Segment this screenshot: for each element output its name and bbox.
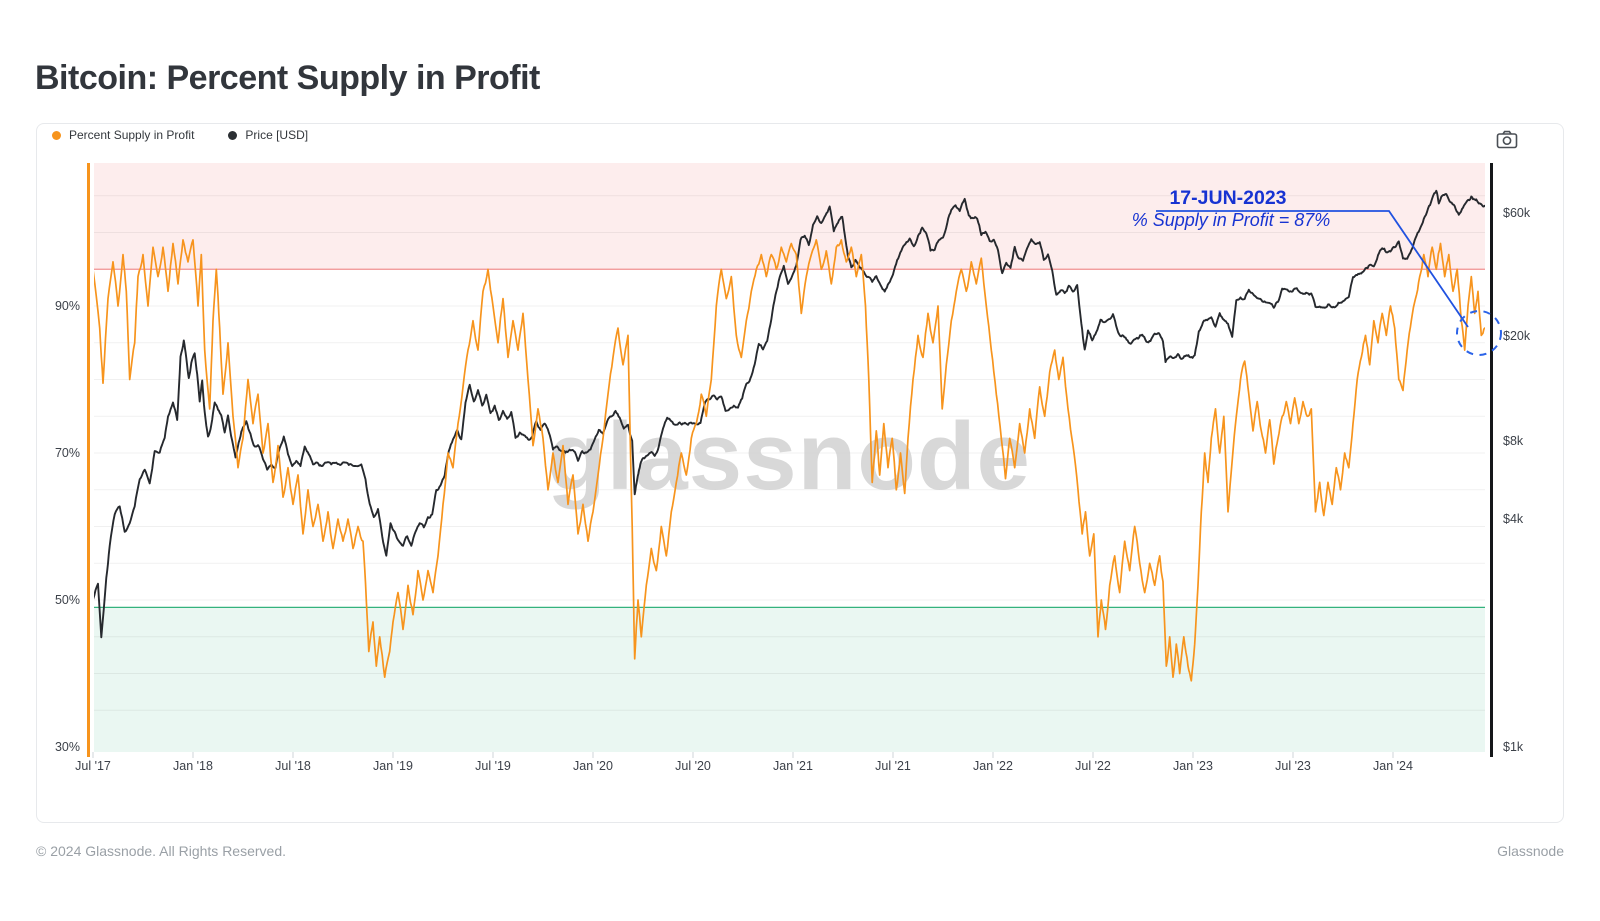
camera-button[interactable] <box>1494 127 1522 151</box>
x-tick-jan21: Jan '21 <box>773 759 813 773</box>
x-tick-jan22: Jan '22 <box>973 759 1013 773</box>
x-tick-jul23: Jul '23 <box>1275 759 1311 773</box>
x-tick-jul17: Jul '17 <box>75 759 111 773</box>
left-axis-labels: 90% 70% 50% 30% <box>55 299 80 754</box>
page-title: Bitcoin: Percent Supply in Profit <box>35 58 540 97</box>
x-tick-jul19: Jul '19 <box>475 759 511 773</box>
annotation-leader-line <box>1156 210 1469 328</box>
right-tick-8k: $8k <box>1503 434 1524 448</box>
annotation-date: 17-JUN-2023 <box>1169 187 1286 209</box>
legend-label: Percent Supply in Profit <box>69 128 195 142</box>
x-tick-jul22: Jul '22 <box>1075 759 1111 773</box>
left-tick-50: 50% <box>55 593 80 607</box>
left-tick-70: 70% <box>55 446 80 460</box>
x-tick-jan20: Jan '20 <box>573 759 613 773</box>
right-axis-labels: $60k $20k $8k $4k $1k <box>1503 206 1531 754</box>
legend-dot-orange-icon <box>52 130 61 140</box>
right-tick-4k: $4k <box>1503 512 1524 526</box>
axis-ticks <box>92 752 1394 758</box>
right-tick-20k: $20k <box>1503 329 1531 343</box>
chart-legend: Percent Supply in Profit Price [USD] <box>52 126 308 144</box>
legend-item-percent-supply[interactable]: Percent Supply in Profit <box>52 128 194 142</box>
left-tick-30: 30% <box>55 740 80 754</box>
annotation-dashed-circle <box>1456 310 1502 356</box>
brand-text: Glassnode <box>1497 843 1564 859</box>
price-series <box>94 189 1485 639</box>
x-axis-labels: Jul '17 Jan '18 Jul '18 Jan '19 Jul '19 … <box>75 759 1413 773</box>
annotation-group: 17-JUN-2023 % Supply in Profit = 87% <box>1132 187 1502 356</box>
camera-icon <box>1496 130 1518 148</box>
chart-gridlines <box>94 195 1485 711</box>
legend-dot-black-icon <box>228 130 238 140</box>
legend-label: Price [USD] <box>245 128 309 142</box>
right-tick-60k: $60k <box>1503 206 1531 220</box>
x-tick-jan23: Jan '23 <box>1173 759 1213 773</box>
x-tick-jan18: Jan '18 <box>173 759 213 773</box>
left-tick-90: 90% <box>55 299 80 313</box>
band-threshold-lines <box>94 268 1485 608</box>
percent-supply-series <box>94 239 1485 682</box>
copyright-text: © 2024 Glassnode. All Rights Reserved. <box>36 843 287 859</box>
right-tick-1k: $1k <box>1503 740 1524 754</box>
legend-item-price[interactable]: Price [USD] <box>228 128 308 142</box>
x-tick-jul20: Jul '20 <box>675 759 711 773</box>
x-tick-jul18: Jul '18 <box>275 759 311 773</box>
x-tick-jan19: Jan '19 <box>373 759 413 773</box>
x-tick-jul21: Jul '21 <box>875 759 911 773</box>
chart-bands <box>94 163 1485 752</box>
chart-series <box>94 189 1485 682</box>
axis-lines <box>87 163 1493 757</box>
annotation-value: % Supply in Profit = 87% <box>1132 210 1331 230</box>
x-tick-jan24: Jan '24 <box>1373 759 1413 773</box>
glassnode-watermark: glassnode <box>547 403 1031 510</box>
capitulation-band <box>94 607 1485 752</box>
